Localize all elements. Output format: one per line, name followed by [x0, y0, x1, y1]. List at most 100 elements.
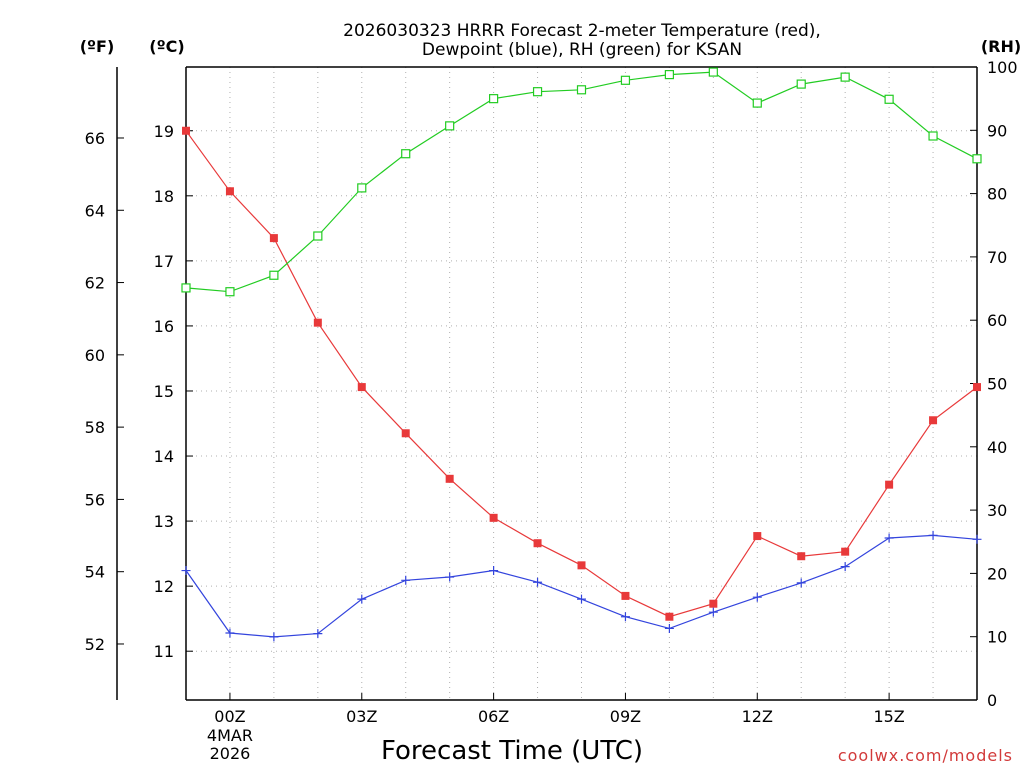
rh-tick-label: 100: [987, 58, 1018, 77]
temperature-point: [709, 599, 718, 608]
dewpoint-point: [269, 632, 279, 642]
celsius-tick-label: 13: [154, 512, 174, 531]
rh-point: [664, 69, 674, 80]
rh-point: [972, 154, 982, 164]
chart-title-line1: 2026030323 HRRR Forecast 2-meter Tempera…: [343, 21, 821, 41]
fahrenheit-tick-label: 62: [85, 274, 105, 293]
rh-tick-label: 0: [987, 691, 997, 710]
rh-point: [357, 183, 367, 193]
celsius-tick-label: 18: [154, 187, 174, 206]
dewpoint-point: [445, 572, 455, 582]
rh-tick-label: 50: [987, 375, 1007, 394]
dewpoint-point: [225, 628, 235, 638]
temperature-point: [973, 383, 981, 392]
celsius-unit-label: (ºC): [149, 37, 184, 56]
celsius-tick-label: 11: [154, 642, 174, 661]
temperature-point: [665, 612, 674, 621]
celsius-tick-label: 16: [154, 317, 174, 336]
dewpoint-point: [577, 594, 586, 604]
dewpoint-point: [533, 577, 543, 587]
celsius-tick-label: 15: [154, 382, 174, 401]
dewpoint-point: [708, 607, 718, 617]
celsius-tick-label: 12: [154, 577, 174, 596]
x-tick-label: 09Z: [610, 707, 641, 726]
dewpoint-point: [620, 612, 630, 622]
tick-labels: 52 54 56 58 60 62 64 66 11 12 13 14 15 16 17 18 19 0 10 20 3…: [85, 58, 1018, 763]
x-tick-year-label: 2026: [210, 744, 251, 763]
dewpoint-point: [181, 566, 191, 576]
grid-lines: [186, 67, 977, 700]
rh-point: [181, 283, 191, 293]
dewpoint-point: [928, 530, 938, 540]
temperature-point: [929, 416, 938, 425]
rh-point: [269, 270, 279, 280]
rh-point: [401, 149, 411, 159]
temperature-point: [225, 187, 234, 196]
rh-point: [752, 98, 762, 108]
rh-tick-label: 40: [987, 438, 1007, 457]
temperature-point: [577, 561, 586, 570]
fahrenheit-tick-label: 54: [85, 563, 105, 582]
celsius-tick-label: 14: [154, 447, 174, 466]
dewpoint-point: [972, 534, 982, 544]
dewpoint-point: [489, 566, 499, 576]
rh-unit-label: (RH): [981, 37, 1021, 56]
temperature-point: [885, 480, 894, 489]
x-tick-label: 12Z: [742, 707, 773, 726]
rh-line: [185, 71, 978, 293]
chart-title-line2: Dewpoint (blue), RH (green) for KSAN: [422, 40, 742, 60]
fahrenheit-tick-label: 56: [85, 490, 105, 509]
x-tick-date-label: 4MAR: [207, 726, 253, 745]
rh-point: [576, 85, 587, 95]
temperature-point: [401, 429, 410, 438]
dewpoint-point: [752, 592, 762, 602]
dewpoint-point: [357, 594, 367, 604]
temperature-point: [182, 126, 190, 135]
temperature-point: [621, 591, 630, 600]
rh-point: [313, 231, 323, 241]
celsius-tick-label: 19: [154, 122, 174, 141]
x-tick-label: 06Z: [478, 707, 509, 726]
fahrenheit-tick-label: 58: [85, 418, 105, 437]
dewpoint-point: [401, 575, 411, 585]
rh-tick-label: 20: [987, 564, 1007, 583]
rh-tick-label: 10: [987, 628, 1007, 647]
rh-tick-label: 70: [987, 248, 1007, 267]
temperature-line: [185, 130, 978, 618]
rh-point: [796, 79, 806, 89]
rh-point: [489, 94, 499, 104]
x-tick-label: 15Z: [873, 707, 904, 726]
dewpoint-point: [796, 578, 806, 588]
temperature-point: [489, 513, 498, 522]
rh-point: [225, 287, 235, 297]
temperature-point: [533, 539, 542, 548]
temperature-point: [841, 547, 850, 556]
dewpoint-point: [664, 623, 674, 633]
rh-point: [884, 94, 894, 104]
rh-point: [928, 131, 938, 141]
dewpoint-point: [884, 533, 894, 543]
x-axis-label: Forecast Time (UTC): [381, 736, 643, 766]
rh-point: [620, 75, 631, 85]
fahrenheit-tick-label: 64: [85, 201, 105, 220]
rh-tick-label: 60: [987, 311, 1007, 330]
temperature-point: [313, 318, 322, 327]
rh-tick-label: 90: [987, 121, 1007, 140]
fahrenheit-tick-label: 52: [85, 635, 105, 654]
temperature-point: [357, 383, 366, 392]
rh-point: [708, 67, 718, 77]
rh-tick-label: 30: [987, 501, 1007, 520]
celsius-tick-label: 17: [154, 252, 174, 271]
fahrenheit-unit-label: (ºF): [80, 37, 115, 56]
dewpoint-point: [313, 629, 323, 639]
fahrenheit-tick-label: 60: [85, 346, 105, 365]
x-tick-label: 00Z: [214, 707, 245, 726]
temperature-point: [797, 552, 806, 561]
rh-point: [445, 121, 455, 131]
x-tick-label: 03Z: [346, 707, 377, 726]
temperature-point: [445, 474, 454, 483]
dewpoint-point: [840, 562, 850, 572]
temperature-point: [753, 532, 762, 541]
temperature-point: [269, 234, 278, 243]
